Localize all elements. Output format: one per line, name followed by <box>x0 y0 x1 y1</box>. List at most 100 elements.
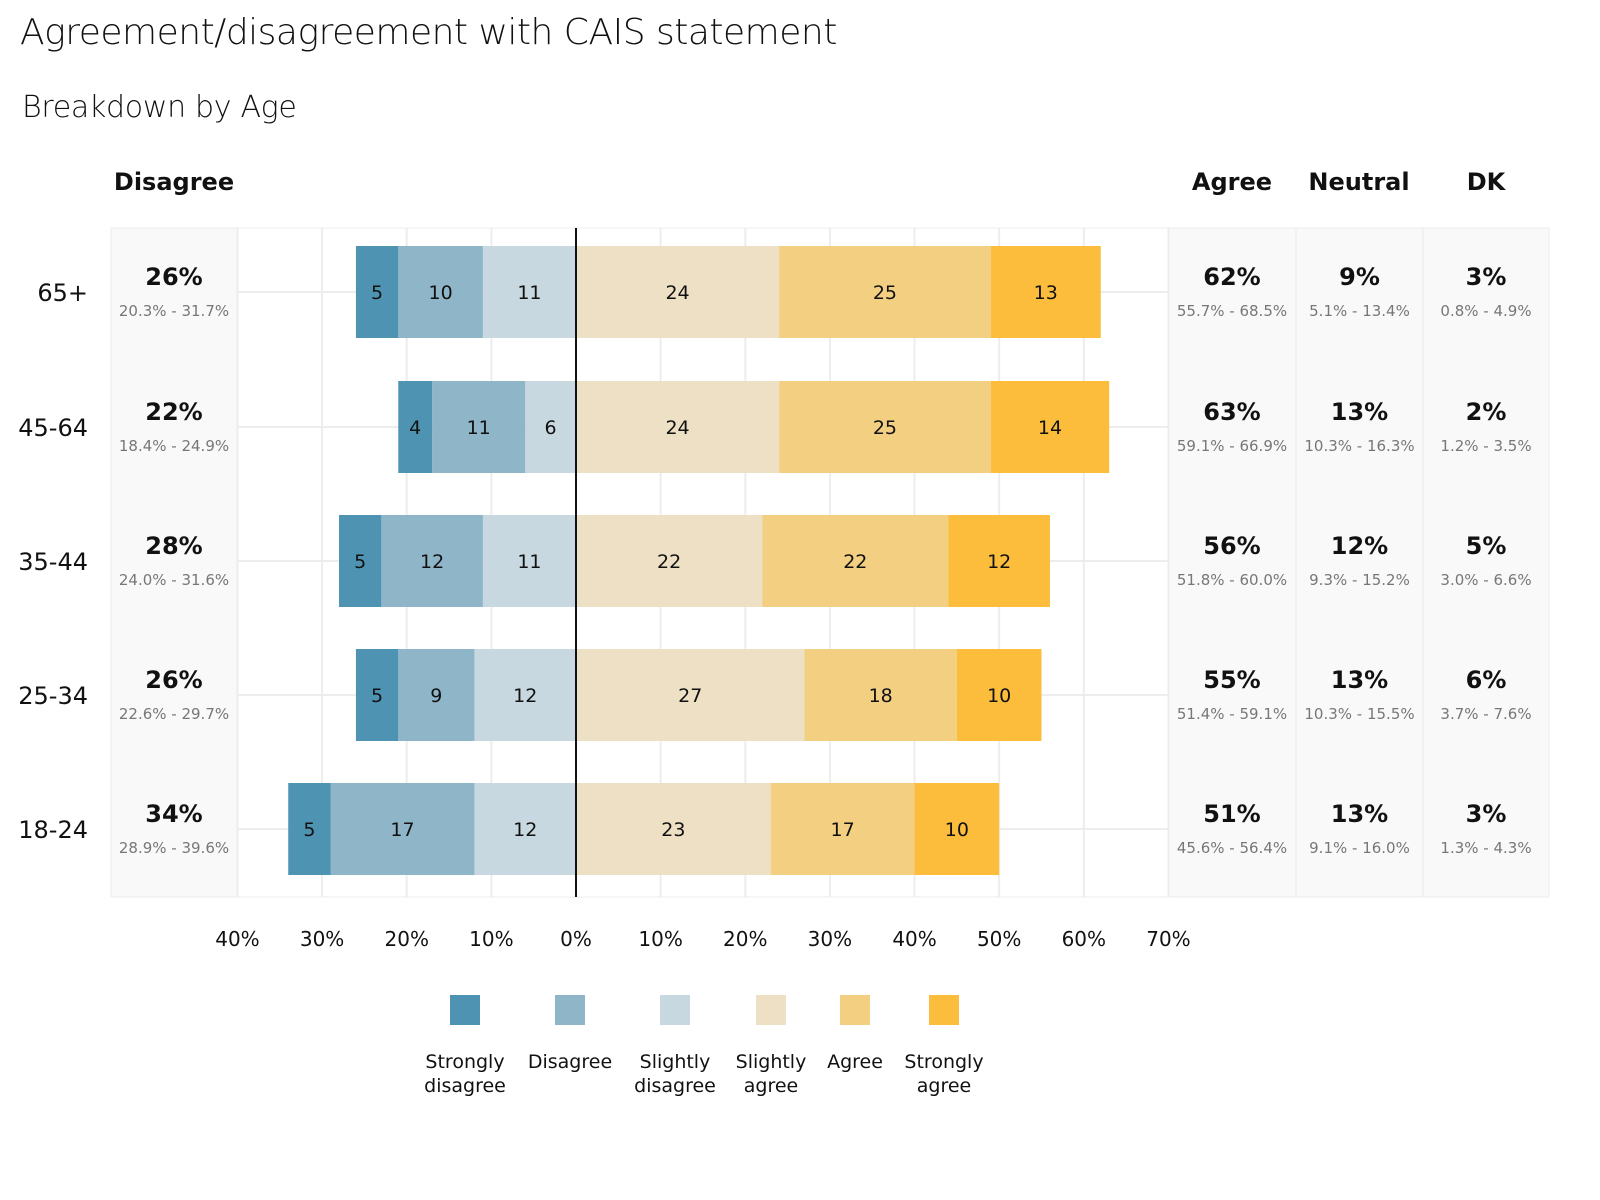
summary-columns: 26%20.3% - 31.7%62%55.7% - 68.5%9%5.1% -… <box>119 263 1532 857</box>
bar-segment-label: 24 <box>665 417 689 439</box>
bar-segment-label: 11 <box>467 417 491 439</box>
chart-title: Agreement/disagreement with CAIS stateme… <box>20 12 837 53</box>
summary-neutral-value: 9% <box>1339 263 1380 291</box>
x-tick-label: 20% <box>385 927 429 951</box>
summary-dk-ci: 1.3% - 4.3% <box>1440 839 1531 857</box>
summary-agree-value: 62% <box>1203 263 1260 291</box>
bar-segment <box>482 515 576 607</box>
legend-label: Disagree <box>528 1051 612 1073</box>
bar-segment-label: 5 <box>303 819 315 841</box>
bar-segment <box>990 246 1101 338</box>
bar-segment <box>779 246 991 338</box>
bar-segment-label: 11 <box>517 282 541 304</box>
legend-swatch <box>660 995 690 1025</box>
x-tick-label: 60% <box>1062 927 1106 951</box>
bar-segment-label: 10 <box>987 685 1011 707</box>
summary-neutral-value: 13% <box>1331 800 1388 828</box>
summary-disagree-value: 26% <box>145 263 202 291</box>
summary-agree-ci: 51.8% - 60.0% <box>1177 571 1287 589</box>
summary-dk-value: 3% <box>1466 800 1507 828</box>
summary-disagree-ci: 22.6% - 29.7% <box>119 705 229 723</box>
x-tick-label: 10% <box>638 927 682 951</box>
legend-swatch <box>450 995 480 1025</box>
legend-label: Strongly <box>425 1051 504 1073</box>
bar-segment-label: 5 <box>371 685 383 707</box>
bar-segment-label: 12 <box>420 551 444 573</box>
bars: 11 10 5 24 25 13 6 11 4 24 25 14 11 12 5 22 22 12 12 9 5 27 18… <box>288 246 1110 875</box>
panel-disagree <box>110 227 238 898</box>
summary-dk-value: 3% <box>1466 263 1507 291</box>
x-tick-label: 10% <box>469 927 513 951</box>
bar-segment <box>381 515 483 607</box>
summary-disagree-value: 26% <box>145 666 202 694</box>
panel-dk <box>1422 227 1550 898</box>
panel-neutral <box>1295 227 1424 898</box>
bar-segment-label: 25 <box>873 282 897 304</box>
x-tick-label: 40% <box>215 927 259 951</box>
bar-segment-label: 4 <box>409 417 421 439</box>
legend-label: agree <box>917 1075 971 1097</box>
column-headers: Disagree Agree Neutral DK <box>114 168 1507 196</box>
summary-neutral-ci: 5.1% - 13.4% <box>1309 302 1410 320</box>
summary-neutral-value: 12% <box>1331 532 1388 560</box>
bar-segment <box>355 246 399 338</box>
summary-neutral-value: 13% <box>1331 398 1388 426</box>
bar-segment <box>355 649 399 741</box>
bar-segment-label: 10 <box>945 819 969 841</box>
bar-segment <box>432 381 526 473</box>
bar-segment-label: 14 <box>1038 417 1062 439</box>
x-tick-label: 30% <box>300 927 344 951</box>
bar-segment-label: 22 <box>843 551 867 573</box>
x-tick-label: 20% <box>723 927 767 951</box>
legend-label: disagree <box>634 1075 716 1097</box>
legend-label: agree <box>744 1075 798 1097</box>
bar-segment-label: 10 <box>428 282 452 304</box>
bar-segment-label: 18 <box>869 685 893 707</box>
bar-segment <box>398 649 475 741</box>
bar-segment-label: 5 <box>354 551 366 573</box>
bar-segment-label: 5 <box>371 282 383 304</box>
category-label: 25-34 <box>18 682 88 710</box>
bar-segment-label: 17 <box>831 819 855 841</box>
category-labels: 65+ 45-64 35-44 25-34 18-24 <box>18 279 88 844</box>
bar-segment <box>482 246 576 338</box>
summary-disagree-ci: 18.4% - 24.9% <box>119 437 229 455</box>
legend-swatch <box>555 995 585 1025</box>
legend-swatch <box>929 995 959 1025</box>
bar-segment <box>956 649 1042 741</box>
x-tick-label: 30% <box>808 927 852 951</box>
legend-swatch <box>756 995 786 1025</box>
bar-segment-label: 12 <box>513 685 537 707</box>
bar-segment <box>474 649 576 741</box>
header-agree: Agree <box>1192 168 1272 196</box>
summary-dk-ci: 1.2% - 3.5% <box>1440 437 1531 455</box>
x-tick-label: 0% <box>560 927 592 951</box>
summary-agree-value: 56% <box>1203 532 1260 560</box>
summary-neutral-ci: 9.1% - 16.0% <box>1309 839 1410 857</box>
summary-neutral-ci: 10.3% - 15.5% <box>1304 705 1414 723</box>
summary-dk-value: 5% <box>1466 532 1507 560</box>
legend-label: disagree <box>424 1075 506 1097</box>
bar-segment-label: 6 <box>545 417 557 439</box>
bar-segment-label: 13 <box>1034 282 1058 304</box>
summary-agree-ci: 51.4% - 59.1% <box>1177 705 1287 723</box>
bar-segment <box>762 515 949 607</box>
summary-agree-ci: 59.1% - 66.9% <box>1177 437 1287 455</box>
summary-disagree-ci: 28.9% - 39.6% <box>119 839 229 857</box>
category-label: 35-44 <box>18 548 88 576</box>
summary-dk-value: 2% <box>1466 398 1507 426</box>
bar-segment-label: 27 <box>678 685 702 707</box>
header-dk: DK <box>1467 168 1507 196</box>
bar-segment <box>330 783 475 875</box>
summary-disagree-value: 34% <box>145 800 202 828</box>
bar-segment <box>914 783 1000 875</box>
category-label: 45-64 <box>18 414 88 442</box>
bar-segment-label: 24 <box>665 282 689 304</box>
x-tick-label: 70% <box>1146 927 1190 951</box>
summary-agree-value: 63% <box>1203 398 1260 426</box>
bar-segment <box>525 381 576 473</box>
bar-segment <box>474 783 576 875</box>
bar-segment <box>576 783 771 875</box>
